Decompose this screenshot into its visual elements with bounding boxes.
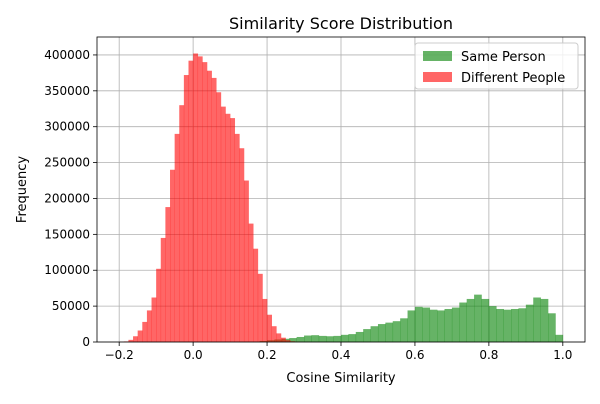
bar-same-person [496, 309, 504, 342]
bar-same-person [481, 299, 489, 342]
bar-same-person [459, 303, 467, 342]
bar-same-person [311, 335, 319, 342]
bar-same-person [511, 309, 519, 342]
bar-different-people [276, 333, 281, 342]
bar-same-person [555, 335, 563, 342]
y-tick-label: 50000 [52, 299, 90, 313]
bar-different-people [147, 310, 152, 342]
bar-different-people [281, 338, 286, 342]
y-tick-label: 400000 [44, 48, 90, 62]
bar-different-people [225, 114, 230, 342]
bar-different-people [216, 92, 221, 342]
bar-same-person [385, 323, 393, 342]
bar-same-person [430, 310, 438, 342]
y-tick-label: 150000 [44, 227, 90, 241]
chart-title: Similarity Score Distribution [229, 14, 453, 33]
x-tick-label: 0.2 [258, 348, 277, 362]
bar-same-person [363, 329, 371, 342]
bar-different-people [165, 207, 170, 342]
bar-same-person [445, 309, 453, 342]
bar-same-person [400, 318, 408, 342]
bar-same-person [474, 295, 482, 342]
x-axis-title: Cosine Similarity [286, 371, 396, 386]
bar-different-people [235, 134, 240, 342]
bar-different-people [202, 62, 207, 342]
x-tick-label: 0.6 [405, 348, 424, 362]
bar-different-people [193, 54, 198, 342]
y-tick-label: 350000 [44, 84, 90, 98]
bar-different-people [239, 148, 244, 342]
bar-same-person [415, 307, 423, 342]
bar-different-people [138, 331, 143, 342]
legend-label-different-people: Different People [461, 71, 565, 86]
bar-different-people [230, 118, 235, 342]
bar-same-person [356, 332, 364, 342]
bar-same-person [489, 306, 497, 342]
bar-different-people [184, 75, 189, 342]
x-tick-label: 1.0 [553, 348, 572, 362]
bar-same-person [371, 326, 379, 342]
y-tick-label: 100000 [44, 263, 90, 277]
y-tick-label: 200000 [44, 191, 90, 205]
bar-different-people [244, 181, 249, 342]
bar-different-people [267, 315, 272, 342]
bar-same-person [341, 335, 349, 342]
x-tick-label: 0.0 [184, 348, 203, 362]
bar-different-people [133, 336, 138, 342]
bar-different-people [170, 170, 175, 342]
bar-same-person [326, 336, 334, 342]
y-axis-title: Frequency [15, 156, 30, 223]
legend-swatch-same-person [423, 51, 452, 61]
bar-same-person [408, 310, 416, 342]
bar-same-person [452, 308, 460, 342]
bar-same-person [533, 298, 541, 342]
bar-different-people [175, 134, 180, 342]
bar-same-person [297, 337, 305, 342]
bar-same-person [422, 308, 430, 342]
bar-same-person [393, 321, 401, 342]
bar-different-people [212, 78, 217, 342]
x-tick-label: −0.2 [105, 348, 134, 362]
bar-same-person [304, 336, 312, 342]
bar-different-people [179, 105, 184, 342]
bar-different-people [156, 269, 161, 342]
bar-same-person [526, 305, 534, 342]
bar-different-people [152, 298, 157, 342]
bar-same-person [541, 299, 549, 342]
x-tick-label: 0.4 [331, 348, 350, 362]
bar-different-people [249, 224, 254, 342]
bar-different-people [161, 238, 166, 342]
bar-different-people [262, 299, 267, 342]
bar-different-people [189, 61, 194, 342]
y-tick-label: 250000 [44, 156, 90, 170]
legend-swatch-different-people [423, 72, 452, 82]
bar-same-person [319, 336, 327, 342]
bar-different-people [207, 71, 212, 342]
bar-different-people [198, 56, 203, 342]
y-tick-label: 0 [82, 335, 90, 349]
legend: Same Person Different People [415, 43, 578, 89]
bar-same-person [334, 336, 342, 342]
bar-same-person [378, 324, 386, 342]
bar-same-person [548, 313, 556, 342]
bar-different-people [142, 322, 147, 342]
bar-different-people [272, 326, 277, 342]
bar-same-person [467, 299, 475, 342]
bar-different-people [258, 274, 263, 342]
bar-same-person [518, 308, 526, 342]
y-tick-label: 300000 [44, 120, 90, 134]
bar-different-people [253, 249, 258, 342]
bar-same-person [348, 334, 356, 342]
bar-different-people [221, 107, 226, 342]
legend-label-same-person: Same Person [461, 50, 546, 65]
bar-same-person [437, 310, 445, 342]
bar-same-person [504, 310, 512, 342]
x-tick-label: 0.8 [479, 348, 498, 362]
